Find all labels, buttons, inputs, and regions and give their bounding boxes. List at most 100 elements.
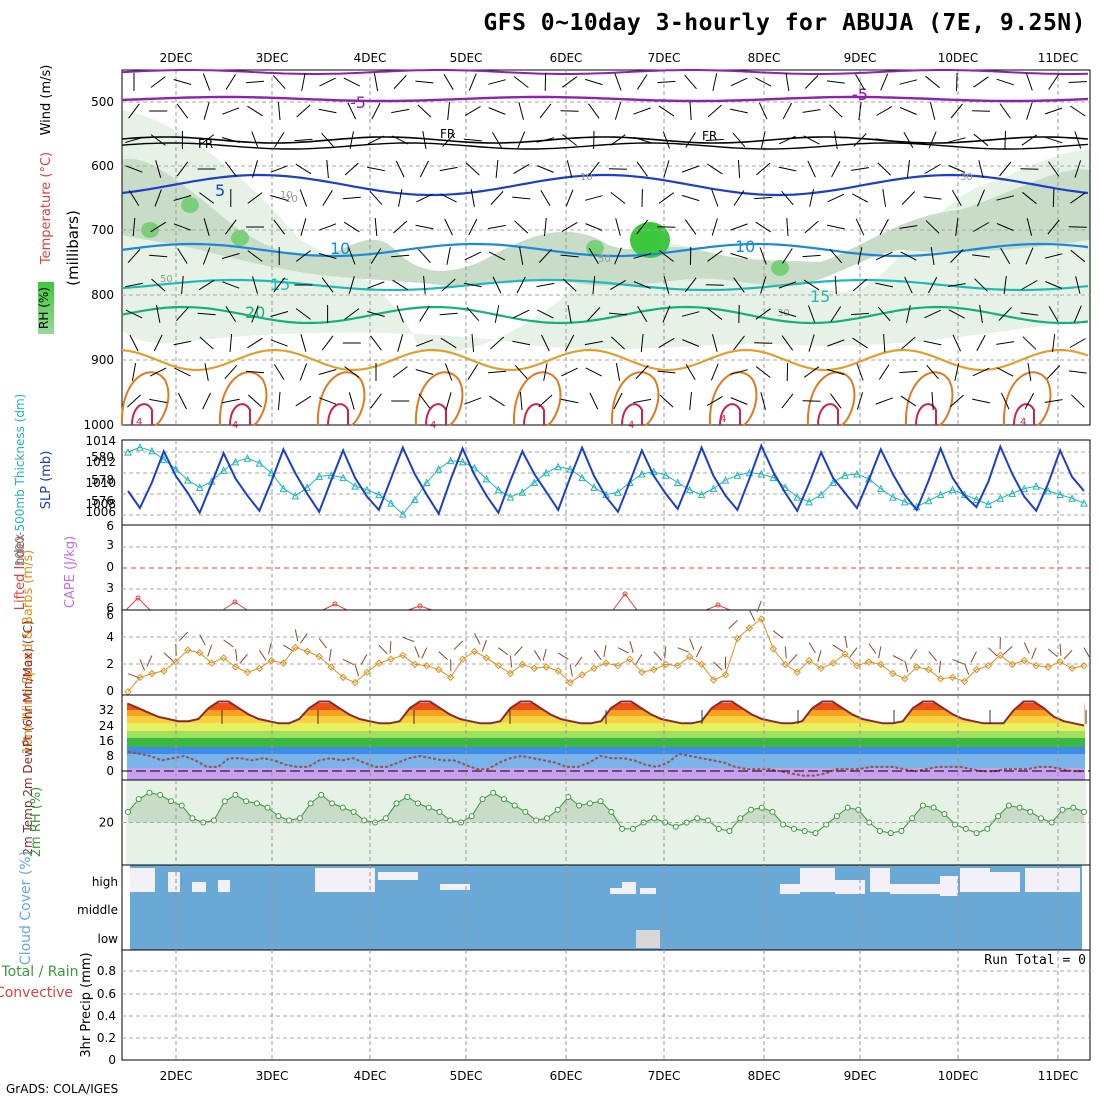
wind-barb [852,337,868,349]
cape-point [715,602,721,608]
wind-barb [998,307,1012,321]
wind-barb [389,641,392,654]
slp-tick: 1010 [85,476,116,490]
wind-barb [636,74,648,90]
rh-point [758,804,765,811]
wind-barb [1003,646,1013,655]
wind-speed-point [841,650,849,658]
thickness-point [303,483,312,491]
wind-barb [295,250,311,262]
wind-barb [441,278,456,292]
wind-barb [971,110,991,112]
wind-barb [778,310,797,318]
thickness-point [769,473,778,482]
temperature-contour [610,371,660,426]
wind-barb [533,650,542,661]
wind-speed-point [506,669,515,678]
wind-barb [513,76,529,88]
panel-frame [121,949,1091,1061]
wind-barb [540,190,551,206]
wind-barb [463,282,482,288]
wind-barb [562,76,578,88]
thickness-point [793,492,802,501]
wind-barb [730,369,748,375]
wind-barb [392,279,409,291]
wind-barb [931,391,934,411]
wind-barb [202,73,211,91]
wind-barb [1068,370,1087,374]
wind-barb [587,307,601,321]
wind-speed-point [530,664,539,673]
wind-barb [221,398,240,404]
wind-barb [588,103,600,119]
wind-barb [488,79,506,85]
wind-barb [978,160,984,178]
wind-barb [809,189,814,207]
wind-barb [156,305,161,323]
wind-10m-panel: 6 4 2 0 [106,600,1091,698]
wind-barb [150,76,166,88]
cloud-level-label: high [92,875,118,889]
wind-barb [492,276,502,294]
wind-barb [247,337,263,349]
rh-shade-high [586,240,604,256]
wind-barb [976,334,986,352]
temp-color-band [127,731,1085,738]
wind-barb [146,655,153,667]
rh-point [962,825,969,832]
wind-barb [419,306,430,322]
rh-point [490,789,497,796]
wind-speed-point [411,660,419,669]
contour-label: FR [440,127,455,141]
dewpt-series-line [127,750,1084,777]
wind-speed-point [195,648,204,657]
bottom-date-axis: 2DEC 3DEC 4DEC 5DEC 6DEC 7DEC 8DEC 9DEC 10DEC 11D… [160,1069,1079,1083]
wind-barb [259,650,267,661]
thickness-point [996,494,1005,502]
rh-shade-high [181,197,199,213]
wind-barb [996,195,1015,201]
rh-2m-panel: 20 [99,779,1091,866]
wind-barb [418,248,431,264]
wind-barb [422,131,427,149]
temperature-contour [327,403,349,426]
wind-barb [173,223,191,231]
wind-barb [833,131,838,149]
wind-barb [844,635,848,648]
wind-barb [321,335,334,351]
wind-barb [901,336,916,350]
wind-barb [1044,253,1063,259]
wind-barb [977,189,985,207]
wind-barb [488,224,506,230]
wind-barb [778,281,797,289]
date-label-bottom: 9DEC [844,1069,877,1083]
date-label-top: 5DEC [450,51,483,65]
wind-barb [617,647,629,654]
thickness-point [148,446,156,455]
cape-bump [612,593,638,611]
wind-barb [419,160,429,178]
wind-barb [467,364,479,380]
wind-barb [252,160,258,178]
rh-point [737,815,744,822]
wind-barb [851,193,869,203]
li-tick: 3 [106,581,114,595]
wind-speed-point [853,661,861,670]
wind-barb [951,189,962,207]
wind-barb [273,364,285,380]
temperature-contour [131,403,153,426]
rh-point [629,825,636,832]
rh-fill [128,792,1084,823]
cloud-gap [622,882,636,894]
wind-speed-point [423,661,431,670]
wind-barb [706,395,723,407]
wind-barb [344,308,360,320]
wind-barb [875,251,893,261]
wind-barb [277,101,281,121]
thickness-point [948,485,957,494]
precip-tick: 0.8 [97,964,116,978]
thickness-point [1056,490,1064,499]
thickness-point [817,490,825,499]
rh-point [318,791,325,798]
wind-barb [929,102,936,120]
